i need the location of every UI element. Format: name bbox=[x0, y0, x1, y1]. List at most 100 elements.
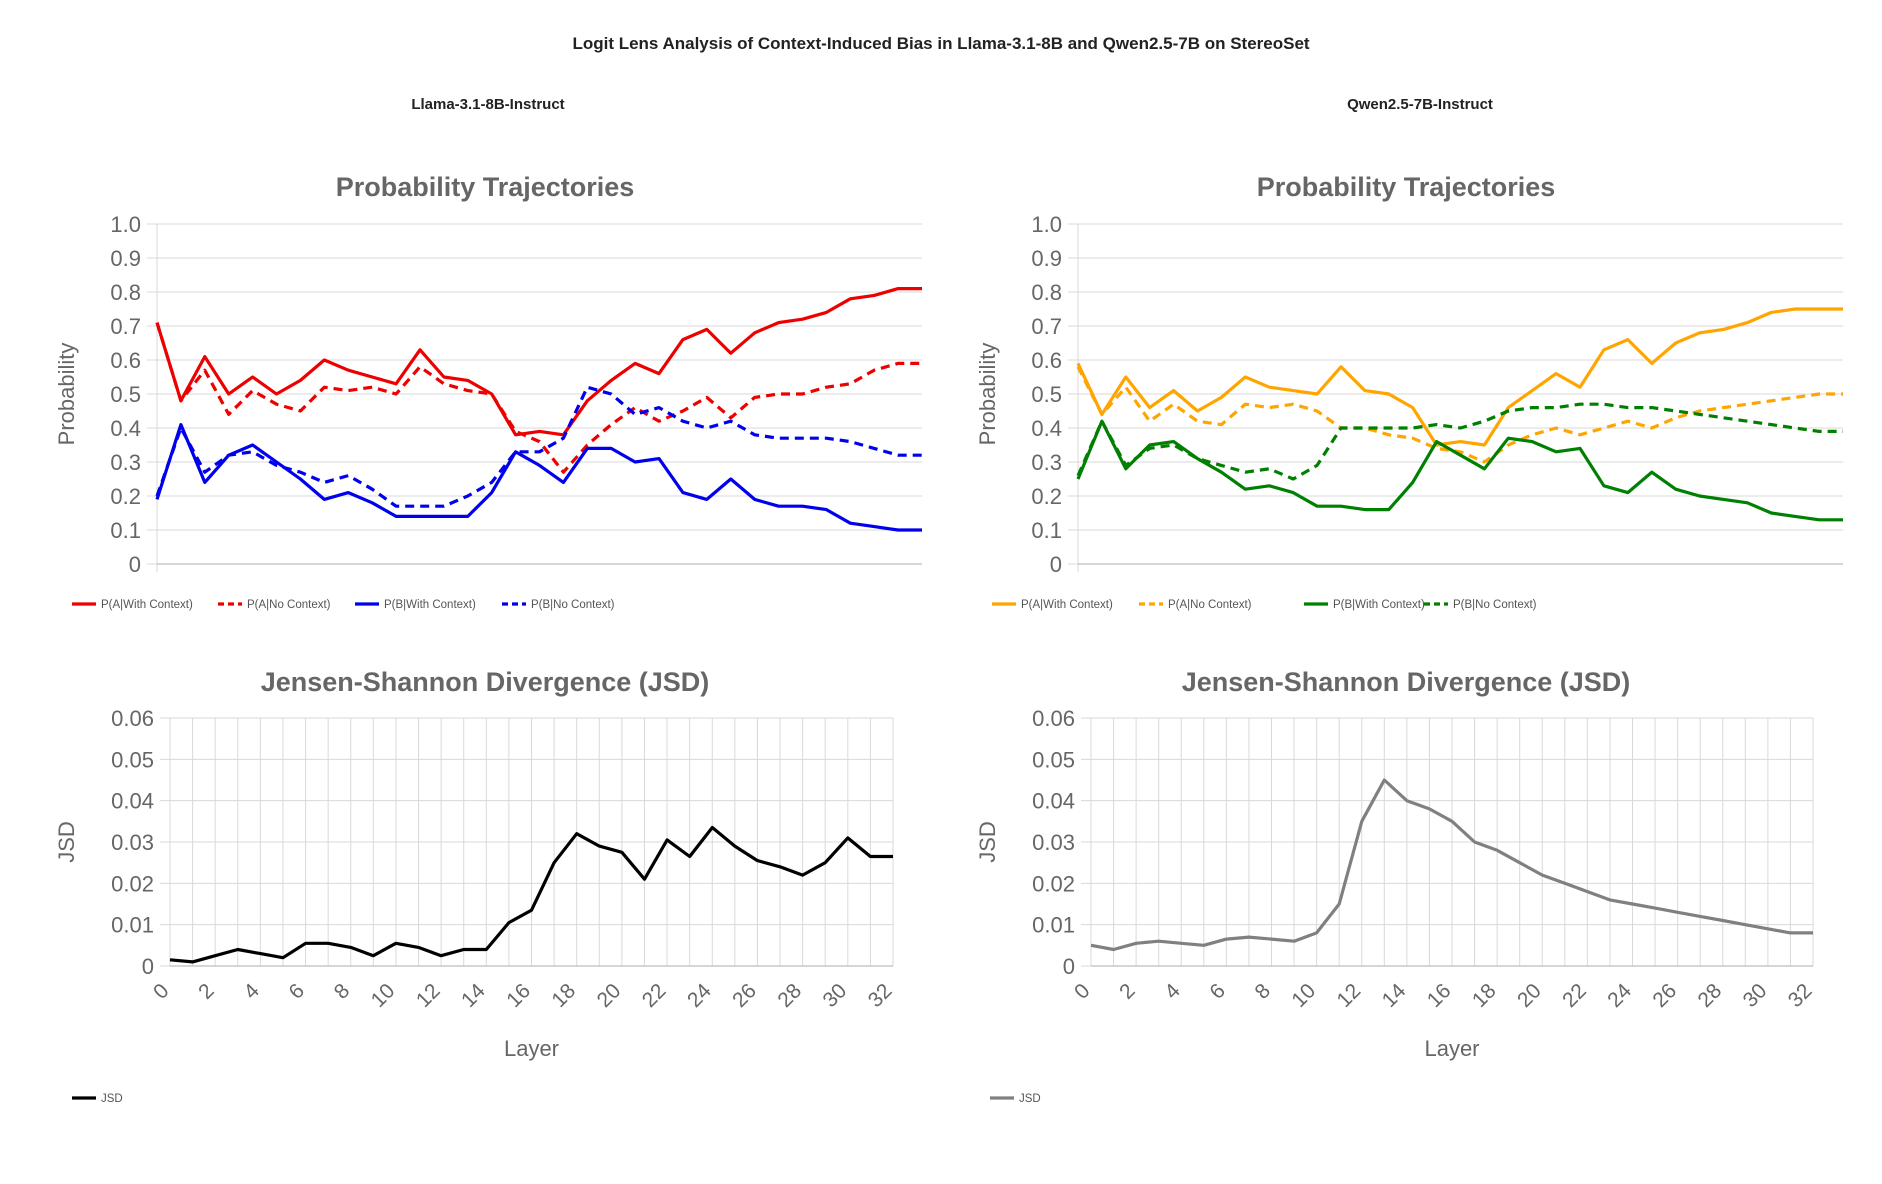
y-axis-label: JSD bbox=[975, 821, 1000, 863]
x-tick-label: 18 bbox=[547, 979, 580, 1012]
y-tick-label: 0.02 bbox=[111, 871, 154, 896]
y-tick-label: 0.9 bbox=[1031, 246, 1062, 271]
y-tick-label: 0.6 bbox=[1031, 348, 1062, 373]
series-line-p-b-with-context- bbox=[1076, 419, 1843, 522]
x-tick-label: 16 bbox=[1423, 979, 1456, 1012]
x-tick-label: 30 bbox=[819, 979, 852, 1012]
legend-label: P(A|No Context) bbox=[247, 599, 331, 611]
x-tick-label: 32 bbox=[1784, 979, 1817, 1012]
y-tick-label: 0.1 bbox=[110, 518, 141, 543]
series-line-p-a-no-context- bbox=[1076, 366, 1843, 464]
legend-label: JSD bbox=[1019, 1093, 1041, 1105]
legend-label: JSD bbox=[101, 1093, 123, 1105]
x-tick-label: 26 bbox=[1648, 979, 1681, 1012]
legend-label: P(B|With Context) bbox=[1333, 599, 1425, 611]
legend-label: P(B|No Context) bbox=[1453, 599, 1537, 611]
x-tick-label: 22 bbox=[1558, 979, 1591, 1012]
series-line-jsd bbox=[1090, 778, 1813, 952]
y-tick-label: 0.8 bbox=[110, 280, 141, 305]
x-axis-label: Layer bbox=[1424, 1036, 1479, 1061]
y-tick-label: 0.4 bbox=[110, 416, 141, 441]
y-tick-label: 0.7 bbox=[110, 314, 141, 339]
x-tick-label: 10 bbox=[1287, 979, 1320, 1012]
x-tick-label: 6 bbox=[1205, 979, 1230, 1004]
x-tick-label: 4 bbox=[1160, 979, 1185, 1004]
panel-title-llama: Llama-3.1-8B-Instruct bbox=[411, 96, 565, 113]
x-tick-label: 8 bbox=[1251, 979, 1276, 1004]
x-tick-label: 22 bbox=[638, 979, 671, 1012]
chart-title: Probability Trajectories bbox=[336, 172, 635, 202]
x-tick-label: 26 bbox=[728, 979, 761, 1012]
x-tick-label: 0 bbox=[1070, 979, 1095, 1004]
series-line-p-a-no-context- bbox=[155, 322, 922, 474]
x-tick-label: 2 bbox=[1115, 979, 1140, 1004]
legend-label: P(B|No Context) bbox=[531, 599, 615, 611]
panel-title-qwen: Qwen2.5-7B-Instruct bbox=[1347, 96, 1493, 113]
legend-label: P(A|No Context) bbox=[1168, 599, 1252, 611]
legend-label: P(A|With Context) bbox=[101, 599, 193, 611]
x-tick-label: 8 bbox=[330, 979, 355, 1004]
chart-title: Probability Trajectories bbox=[1257, 172, 1556, 202]
x-tick-label: 24 bbox=[1603, 979, 1636, 1012]
y-axis-label: Probability bbox=[54, 343, 79, 446]
x-tick-label: 24 bbox=[683, 979, 716, 1012]
x-tick-label: 18 bbox=[1468, 979, 1501, 1012]
y-tick-label: 0.01 bbox=[111, 913, 154, 938]
legend-label: P(A|With Context) bbox=[1021, 599, 1113, 611]
y-tick-label: 0.03 bbox=[111, 830, 154, 855]
x-tick-label: 14 bbox=[457, 979, 490, 1012]
y-tick-label: 0.5 bbox=[110, 382, 141, 407]
x-tick-label: 4 bbox=[239, 979, 264, 1004]
y-tick-label: 0.06 bbox=[111, 706, 154, 731]
chart-title: Jensen-Shannon Divergence (JSD) bbox=[1182, 667, 1631, 697]
chart-title: Jensen-Shannon Divergence (JSD) bbox=[261, 667, 710, 697]
x-tick-label: 28 bbox=[773, 979, 806, 1012]
x-tick-label: 2 bbox=[194, 979, 219, 1004]
y-tick-label: 0.01 bbox=[1032, 913, 1075, 938]
y-tick-label: 0.1 bbox=[1031, 518, 1062, 543]
chart-3-grid bbox=[1081, 717, 1814, 967]
y-tick-label: 0.03 bbox=[1032, 830, 1075, 855]
series-line-p-b-no-context- bbox=[1076, 402, 1843, 481]
y-tick-label: 0.7 bbox=[1031, 314, 1062, 339]
y-tick-label: 0.04 bbox=[1032, 789, 1075, 814]
y-tick-label: 0.4 bbox=[1031, 416, 1062, 441]
y-tick-label: 0.2 bbox=[1031, 484, 1062, 509]
x-tick-label: 12 bbox=[412, 979, 445, 1012]
x-tick-label: 28 bbox=[1694, 979, 1727, 1012]
y-tick-label: 1.0 bbox=[110, 212, 141, 237]
y-tick-label: 0 bbox=[129, 552, 141, 577]
series-line-jsd bbox=[169, 825, 893, 964]
y-tick-label: 0 bbox=[1063, 954, 1075, 979]
y-tick-label: 0 bbox=[1050, 552, 1062, 577]
x-tick-label: 10 bbox=[367, 979, 400, 1012]
y-tick-label: 0.9 bbox=[110, 246, 141, 271]
y-tick-label: 0.05 bbox=[1032, 747, 1075, 772]
y-axis-label: JSD bbox=[54, 821, 79, 863]
x-tick-label: 12 bbox=[1333, 979, 1366, 1012]
x-tick-label: 14 bbox=[1378, 979, 1411, 1012]
x-tick-label: 16 bbox=[502, 979, 535, 1012]
chart-2-grid bbox=[1068, 223, 1843, 572]
main-title: Logit Lens Analysis of Context-Induced B… bbox=[572, 34, 1310, 53]
x-tick-label: 20 bbox=[593, 979, 626, 1012]
legend-label: P(B|With Context) bbox=[384, 599, 476, 611]
y-tick-label: 0.3 bbox=[110, 450, 141, 475]
y-tick-label: 0.3 bbox=[1031, 450, 1062, 475]
x-tick-label: 0 bbox=[149, 979, 174, 1004]
y-tick-label: 0.06 bbox=[1032, 706, 1075, 731]
y-tick-label: 0 bbox=[142, 954, 154, 979]
y-tick-label: 0.2 bbox=[110, 484, 141, 509]
y-tick-label: 0.04 bbox=[111, 789, 154, 814]
x-tick-label: 20 bbox=[1513, 979, 1546, 1012]
y-tick-label: 1.0 bbox=[1031, 212, 1062, 237]
y-tick-label: 0.05 bbox=[111, 747, 154, 772]
y-axis-label: Probability bbox=[975, 343, 1000, 446]
y-tick-label: 0.02 bbox=[1032, 871, 1075, 896]
x-tick-label: 30 bbox=[1739, 979, 1772, 1012]
x-tick-label: 32 bbox=[864, 979, 897, 1012]
y-tick-label: 0.8 bbox=[1031, 280, 1062, 305]
series-line-p-a-with-context- bbox=[1076, 307, 1843, 447]
chart-1-grid bbox=[160, 717, 894, 967]
